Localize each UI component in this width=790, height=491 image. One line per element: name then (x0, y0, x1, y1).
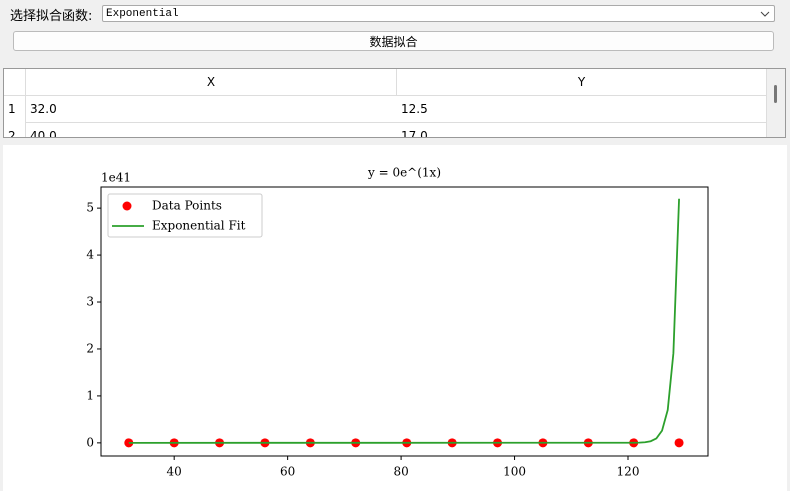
cell[interactable]: 12.5 (397, 96, 767, 123)
row-header[interactable]: 2 (4, 123, 26, 137)
data-point (674, 438, 684, 448)
legend-box (107, 193, 263, 238)
legend-marker (122, 201, 132, 211)
cell[interactable]: 40.0 (26, 123, 397, 137)
x-tick-label: 100 (503, 465, 526, 479)
row-header[interactable]: 1 (4, 96, 26, 123)
scroll-thumb[interactable] (774, 85, 777, 103)
data-table: X Y 1 32.0 12.5 2 40.0 17.0 (3, 68, 786, 138)
offset-label: 1e41 (101, 171, 131, 185)
x-tick-label: 80 (393, 465, 408, 479)
corner (4, 69, 26, 96)
cell[interactable]: 32.0 (26, 96, 397, 123)
y-tick-label: 1 (86, 388, 94, 402)
chart-title: y = 0e^(1x) (367, 166, 441, 180)
cell[interactable]: 17.0 (397, 123, 767, 137)
column-header[interactable]: X (26, 69, 397, 96)
fit-button[interactable]: 数据拟合 (13, 31, 774, 51)
x-tick-label: 120 (617, 465, 640, 479)
y-tick-label: 4 (86, 248, 94, 262)
chart: y = 0e^(1x) 1e41 0 1 2 3 4 5 40 60 80 100 120 Data Po… (3, 145, 787, 491)
function-label: 选择拟合函数: (10, 9, 93, 24)
fit-line (128, 198, 680, 444)
y-tick-label: 0 (86, 435, 94, 449)
column-header[interactable]: Y (397, 69, 767, 96)
combo-text: Exponential (106, 8, 179, 20)
combo-arrow (760, 11, 770, 17)
y-tick-label: 2 (86, 341, 94, 355)
y-tick-label: 5 (86, 201, 94, 215)
plot-frame (100, 186, 709, 457)
y-tick-label: 3 (86, 295, 94, 309)
x-tick-label: 40 (167, 465, 182, 479)
legend-label: Exponential Fit (152, 219, 246, 233)
scrollbar[interactable] (766, 69, 785, 137)
x-tick-label: 60 (280, 465, 295, 479)
function-combo[interactable]: Exponential (102, 5, 775, 22)
legend-label: Data Points (152, 199, 222, 213)
